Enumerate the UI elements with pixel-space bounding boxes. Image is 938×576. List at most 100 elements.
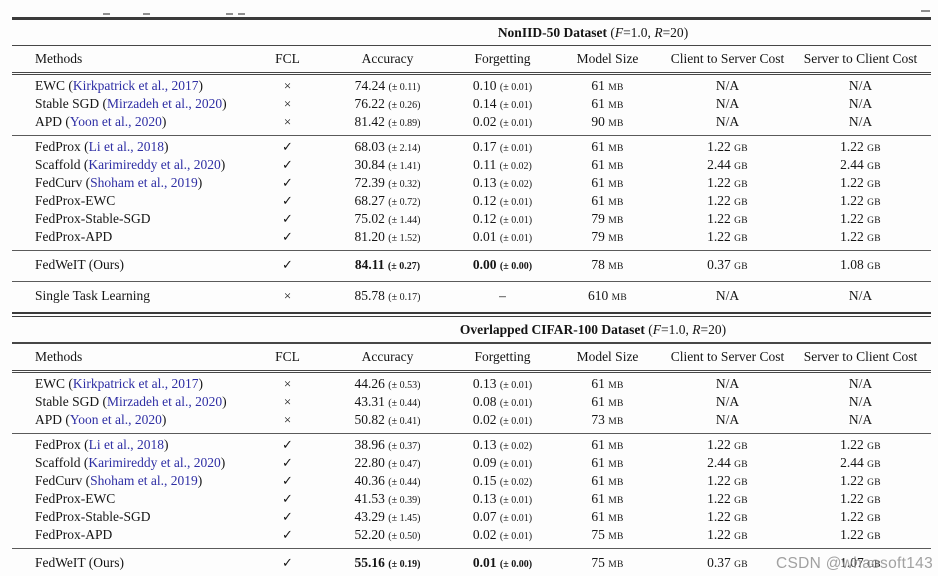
model-size-cell: 61 MB — [550, 491, 665, 509]
citation-link[interactable]: Shoham et al., 2019 — [90, 472, 198, 488]
server-to-client-cost-cell: N/A — [790, 288, 931, 306]
results-tables: NonIID-50 Dataset (F=1.0, R=20) Methods FC… — [12, 17, 931, 576]
method-cell: EWC (Kirkpatrick et al., 2017) — [35, 78, 203, 93]
citation-link[interactable]: Mirzadeh et al., 2020 — [107, 393, 223, 409]
citation-link[interactable]: Karimireddy et al., 2020 — [88, 454, 221, 470]
method-name: FedWeIT (Ours) — [35, 257, 125, 272]
accuracy-cell-value: 43.31 — [354, 393, 385, 409]
method-cell: FedWeIT (Ours) — [12, 555, 255, 573]
accuracy-cell: 76.22 (± 0.26) — [320, 96, 455, 114]
method-cell: FedWeIT (Ours) — [12, 257, 255, 275]
accuracy-cell-value: 84.11 — [354, 257, 385, 272]
accuracy-cell: 84.11 (± 0.27) — [320, 257, 455, 275]
accuracy-cell-stddev: (± 0.44) — [388, 397, 421, 409]
row-group: FedWeIT (Ours) ✓ 55.16 (± 0.19) 0.01 (± 0.0… — [12, 549, 931, 576]
method-name: APD — [35, 114, 63, 129]
server-to-client-cost-cell-unit: GB — [867, 180, 881, 190]
citation-link[interactable]: Kirkpatrick et al., 2017 — [72, 375, 199, 391]
citation-link[interactable]: Shoham et al., 2019 — [90, 175, 198, 190]
citation-link[interactable]: Yoon et al., 2020 — [69, 114, 162, 129]
client-to-server-cost-cell: 1.22 GB — [665, 211, 790, 229]
client-to-server-cost-cell-value: 1.22 — [707, 490, 731, 506]
fcl-cell: × — [255, 412, 320, 430]
forgetting-cell-stddev: (± 0.02) — [499, 476, 533, 488]
client-to-server-cost-cell: 1.22 GB — [665, 193, 790, 211]
client-to-server-cost-cell: 1.22 GB — [665, 229, 790, 247]
accuracy-cell-stddev: (± 2.14) — [388, 143, 421, 154]
server-to-client-cost-cell: 1.07 GB — [790, 555, 931, 573]
fcl-cell: × — [255, 96, 320, 114]
method-name: Scaffold — [35, 454, 81, 470]
client-to-server-cost-cell: 1.22 GB — [665, 437, 790, 455]
model-size-cell-unit: MB — [608, 416, 624, 427]
model-size-cell-value: 61 — [591, 193, 605, 208]
method-name: Stable SGD — [35, 393, 100, 409]
server-to-client-cost-cell-value: 1.22 — [840, 436, 864, 452]
forgetting-cell: 0.13 (± 0.02) — [455, 175, 550, 193]
fcl-cell: × — [255, 288, 320, 306]
server-to-client-cost-cell: 1.22 GB — [790, 193, 931, 211]
server-to-client-cost-cell: N/A — [790, 114, 931, 132]
column-header-row: Methods FCL Accuracy Forgetting Model Size Cl… — [12, 344, 931, 370]
dataset-title: NonIID-50 Dataset (F=1.0, R=20) — [255, 20, 931, 45]
accuracy-cell-value: 72.39 — [354, 175, 385, 190]
row-group: EWC (Kirkpatrick et al., 2017) × 74.24 (± … — [12, 75, 931, 135]
server-to-client-cost-cell-value: N/A — [848, 393, 873, 409]
server-to-client-cost-cell: 1.22 GB — [790, 229, 931, 247]
citation-link[interactable]: Li et al., 2018 — [88, 436, 164, 452]
accuracy-cell-value: 76.22 — [354, 96, 385, 111]
accuracy-cell-stddev: (± 0.19) — [388, 558, 421, 570]
citation-link[interactable]: Yoon et al., 2020 — [69, 411, 162, 427]
citation-link[interactable]: Mirzadeh et al., 2020 — [107, 96, 223, 111]
citation-link[interactable]: Li et al., 2018 — [88, 139, 164, 154]
accuracy-cell: 38.96 (± 0.37) — [320, 437, 455, 455]
server-to-client-cost-cell-value: 1.22 — [840, 490, 864, 506]
citation-link[interactable]: Karimireddy et al., 2020 — [88, 157, 221, 172]
accuracy-cell: 43.31 (± 0.44) — [320, 394, 455, 412]
fcl-cell: ✓ — [255, 473, 320, 491]
fcl-cell: ✓ — [255, 229, 320, 247]
table-rule — [12, 432, 931, 434]
row-group: FedProx (Li et al., 2018) ✓ 68.03 (± 2.14)… — [12, 136, 931, 250]
model-size-cell-value: 90 — [591, 114, 605, 129]
model-size-cell-unit: MB — [608, 477, 624, 488]
forgetting-cell-stddev: (± 0.01) — [499, 100, 533, 111]
citation-link[interactable]: Kirkpatrick et al., 2017 — [72, 78, 199, 93]
column-header-fcl: FCL — [275, 51, 300, 66]
model-size-cell: 61 MB — [550, 473, 665, 491]
table-row: FedProx-EWC ✓ 68.27 (± 0.72) 0.12 (± 0.01) 6… — [12, 193, 931, 211]
method-cell: FedProx-EWC — [12, 193, 255, 211]
scan-artifact-dash — [238, 13, 245, 15]
check-icon: ✓ — [282, 229, 293, 244]
forgetting-cell-value: 0.07 — [472, 508, 497, 524]
forgetting-cell-value: 0.17 — [472, 139, 497, 154]
model-size-cell: 61 MB — [550, 78, 665, 96]
method-cell: APD (Yoon et al., 2020) — [35, 411, 167, 427]
client-to-server-cost-cell: N/A — [665, 78, 790, 96]
model-size-cell: 61 MB — [550, 437, 665, 455]
method-name: FedProx-Stable-SGD — [35, 211, 151, 226]
accuracy-cell-value: 75.02 — [354, 211, 385, 226]
forgetting-cell-stddev: (± 0.01) — [499, 379, 533, 391]
model-size-cell: 610 MB — [550, 288, 665, 306]
cross-icon: × — [283, 393, 292, 409]
client-to-server-cost-cell-value: 2.44 — [707, 454, 731, 470]
accuracy-cell-value: 81.42 — [354, 114, 385, 129]
method-name: EWC — [35, 78, 65, 93]
server-to-client-cost-cell: 1.22 GB — [790, 211, 931, 229]
table-row: Stable SGD (Mirzadeh et al., 2020) × 76.22… — [12, 96, 931, 114]
server-to-client-cost-cell-unit: GB — [867, 477, 881, 488]
model-size-cell-value: 61 — [591, 393, 605, 409]
table-row: FedCurv (Shoham et al., 2019) ✓ 40.36 (± 0… — [12, 473, 931, 491]
accuracy-cell-stddev: (± 0.17) — [388, 292, 421, 303]
table-rule — [12, 547, 931, 549]
server-to-client-cost-cell: 1.22 GB — [790, 139, 931, 157]
method-name: FedProx — [35, 436, 81, 452]
model-size-cell-unit: MB — [608, 495, 624, 506]
forgetting-cell-value: 0.02 — [472, 114, 497, 129]
method-name: FedProx-APD — [35, 526, 113, 542]
method-cell: FedCurv (Shoham et al., 2019) — [35, 175, 203, 190]
accuracy-cell: 81.42 (± 0.89) — [320, 114, 455, 132]
accuracy-cell-stddev: (± 0.26) — [388, 100, 421, 111]
client-to-server-cost-cell-value: 1.22 — [707, 508, 731, 524]
